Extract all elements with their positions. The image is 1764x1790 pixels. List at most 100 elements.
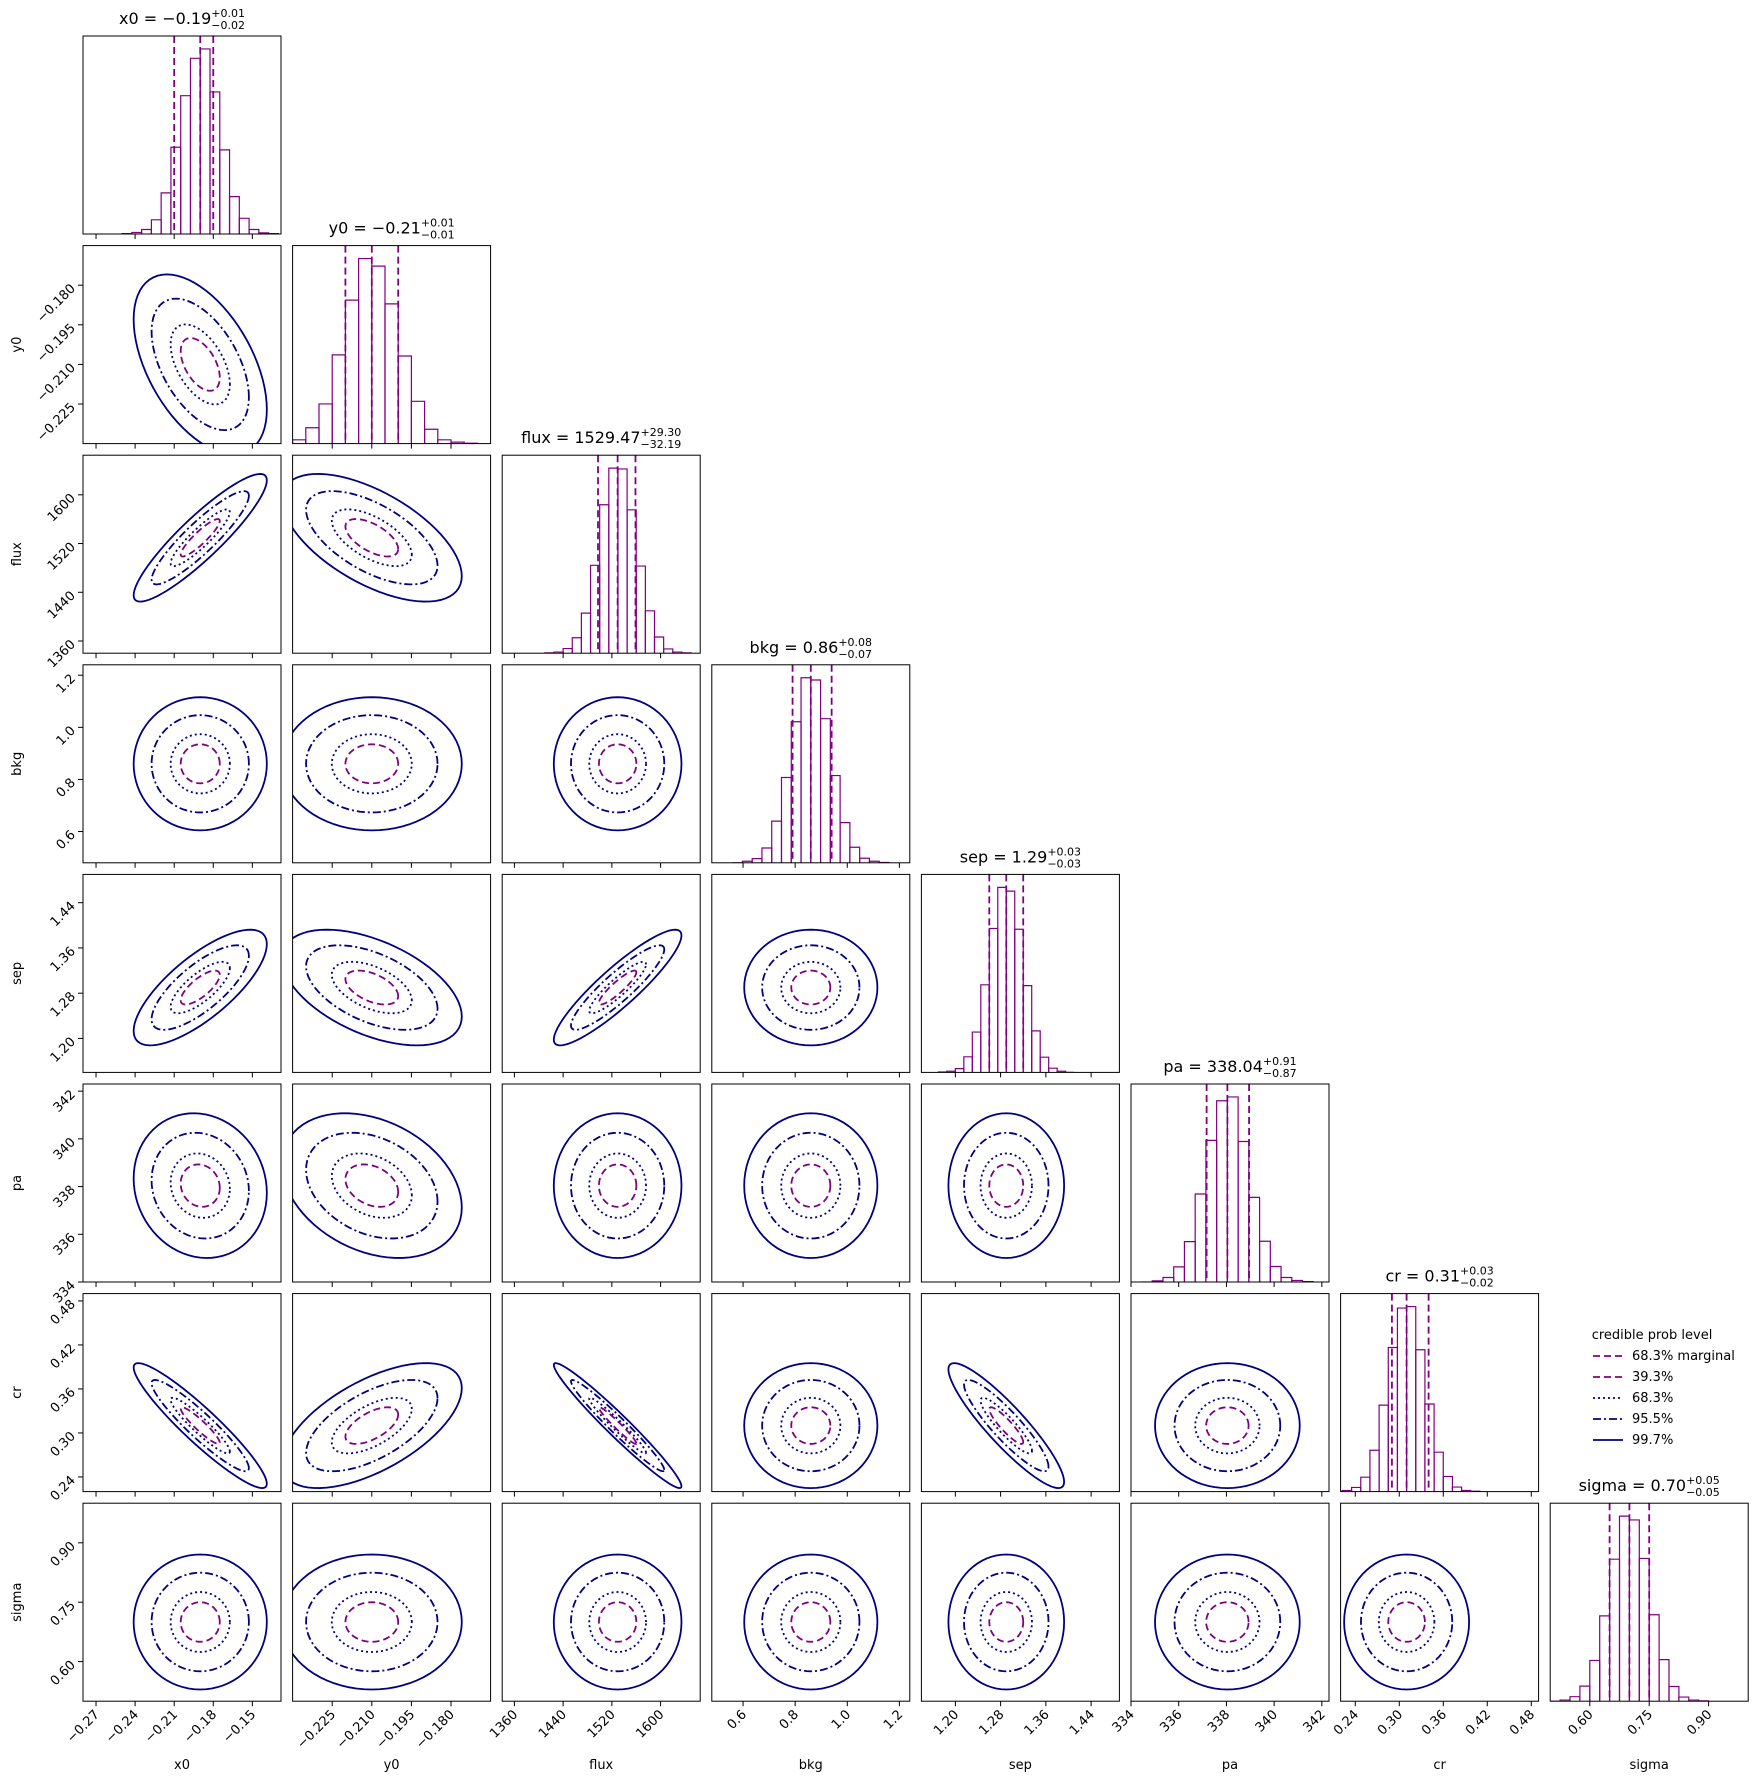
contour [743,1112,879,1259]
y-tick-label: 1.36 [48,944,79,975]
panel-frame [1130,1083,1330,1283]
hist-bin [1638,1557,1650,1702]
title-minus: −0.05 [1686,1486,1720,1499]
panel-content [292,245,478,444]
hist-bin [1014,928,1024,1073]
contour [1205,1601,1250,1643]
y-tick-label: 0.30 [48,1429,79,1460]
contour [344,969,400,1006]
contour [947,1553,1066,1691]
hist-bin [599,504,610,654]
contour [132,1112,268,1259]
contour [169,508,231,568]
contour [780,960,842,1015]
contour [570,1379,666,1473]
x-axis-label: flux [589,1758,613,1773]
x-tick-label: 0.36 [1419,1707,1450,1738]
x-axis-label: y0 [384,1758,400,1773]
hist-bin [571,637,582,654]
panel-frame [1340,1293,1540,1493]
contour [150,297,250,432]
x-tick-label: −0.21 [142,1707,181,1746]
y-tick-label: 1.28 [48,989,79,1020]
legend-label: 68.3% [1632,1391,1673,1406]
contour [150,1379,250,1473]
title-plus: +0.03 [1460,1265,1494,1278]
hist-bin [248,228,260,234]
y-tick-label: 1.0 [54,724,79,749]
hist-bin [150,219,162,234]
hist-bin [1658,1659,1670,1702]
contour [979,1591,1033,1653]
panel-frame [1130,1293,1330,1493]
hist-bin [980,984,990,1073]
contour [570,1131,666,1240]
panel-content [132,928,268,1047]
x-tick-label: 0.60 [1566,1707,1597,1738]
x-tick-label: −0.27 [64,1707,103,1746]
contour [179,1601,221,1643]
y-tick-label: 342 [51,1087,79,1115]
y-tick-label: 0.90 [48,1539,79,1570]
x-tick-label: 0.8 [777,1707,802,1732]
contour [588,1152,647,1219]
contour [988,1601,1025,1643]
panel-frame [82,245,282,445]
panel-content [132,696,268,832]
contour [305,1571,439,1673]
x-axis-label: cr [1433,1758,1446,1773]
hist-bin [331,354,346,444]
y-tick-label: 0.8 [54,776,79,801]
y-axis-label: sep [10,962,25,985]
panel-frame [501,1293,701,1493]
panel-frame [82,1502,282,1702]
contour [292,473,463,603]
contour [588,960,647,1015]
contour [963,1571,1050,1673]
contour [305,1131,439,1240]
x-tick-label: 334 [1110,1707,1138,1735]
x-tick-label: −0.210 [334,1707,379,1752]
hist-bin [1162,1276,1175,1282]
y-tick-label: −0.180 [34,281,79,326]
hist-bin [1433,1451,1444,1492]
panel-content [947,1112,1066,1259]
contour [179,337,221,392]
y-tick-label: 338 [51,1183,79,1211]
contour [344,743,400,785]
hist-bin [644,610,656,654]
title-plus: +0.08 [838,636,872,649]
title-minus: −0.87 [1263,1067,1297,1080]
hist-bin [963,1056,973,1073]
hist-bin [1451,1486,1463,1492]
panel-content [292,1362,463,1489]
contour [761,1571,861,1673]
y-axis-label: bkg [10,752,25,776]
y-tick-label: 1.2 [54,671,79,696]
hist-bin [1406,1305,1417,1492]
title-minus: −0.02 [211,19,245,32]
hist-bin [1351,1486,1362,1492]
x-tick-label: 1.20 [931,1707,962,1738]
x-tick-label: 1600 [633,1707,667,1741]
hist-bin [997,886,1007,1073]
contour [588,733,647,795]
hist-bin [1183,1240,1196,1282]
hist-bin [771,820,783,863]
hist-bin [1258,1240,1271,1282]
panel-frame [501,1083,701,1283]
panel-frame [292,1502,492,1702]
panel-content [292,928,463,1047]
y-tick-label: 336 [51,1231,79,1259]
panel-frame [501,873,701,1073]
y-tick-label: 1440 [45,588,79,622]
contour [150,1571,250,1673]
x-tick-label: −0.225 [294,1707,339,1752]
y-tick-label: 0.75 [48,1598,79,1629]
panel-frame [711,1083,911,1283]
panel-frame [292,454,492,654]
contour [761,944,861,1031]
panel-frame [292,1293,492,1493]
y-axis-label: cr [10,1386,25,1399]
contour [790,969,832,1006]
